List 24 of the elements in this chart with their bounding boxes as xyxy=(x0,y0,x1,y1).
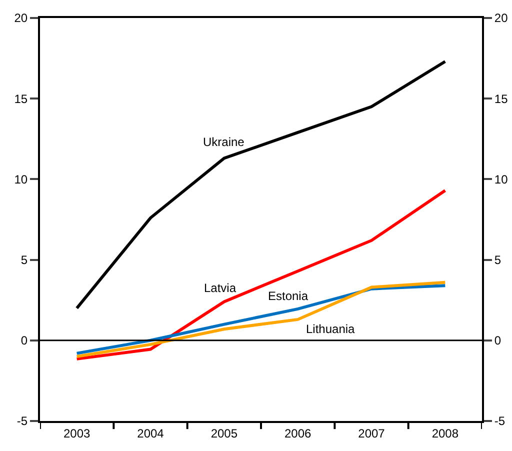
y2-tick-label: 20 xyxy=(494,11,508,26)
y-tick-label: 15 xyxy=(14,92,28,106)
x-tick-label: 2004 xyxy=(137,426,164,440)
x-tick-label: 2007 xyxy=(358,426,386,440)
x-tick-label: 2008 xyxy=(432,426,459,440)
series-label: Lithuania xyxy=(306,322,356,336)
x-tick-label: 2003 xyxy=(63,426,90,440)
y2-tick-label: 0 xyxy=(494,334,502,348)
series-label: Estonia xyxy=(268,289,308,303)
line-series xyxy=(75,60,447,310)
x-tick-label: 2005 xyxy=(210,426,238,440)
series-label: Latvia xyxy=(204,281,236,295)
y2-tick-label: 15 xyxy=(494,92,508,106)
y-tick-label: 20 xyxy=(14,11,28,26)
y-tick-label: 10 xyxy=(14,172,28,186)
y-tick-label: 5 xyxy=(20,253,28,267)
y2-tick-label: 5 xyxy=(494,253,502,267)
y-tick-label: -5 xyxy=(16,414,28,428)
series-label: Ukraine xyxy=(203,135,245,149)
y2-tick-label: -5 xyxy=(494,414,506,428)
x-tick-label: 2006 xyxy=(284,426,312,440)
y-tick-label: 0 xyxy=(20,334,28,348)
y2-tick-label: 10 xyxy=(494,172,508,186)
line-series xyxy=(75,188,447,360)
